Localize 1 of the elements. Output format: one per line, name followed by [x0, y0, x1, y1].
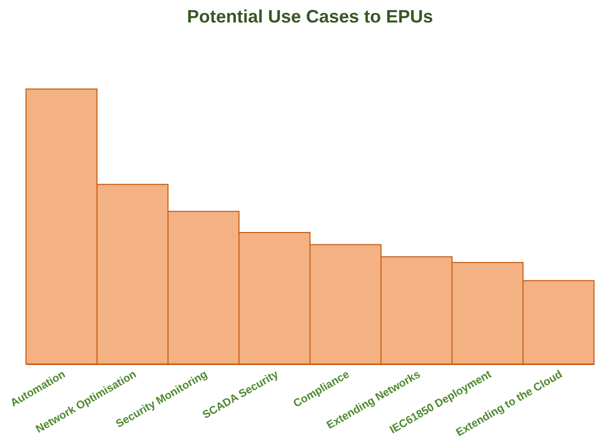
chart-title: Potential Use Cases to EPUs [186, 6, 434, 26]
